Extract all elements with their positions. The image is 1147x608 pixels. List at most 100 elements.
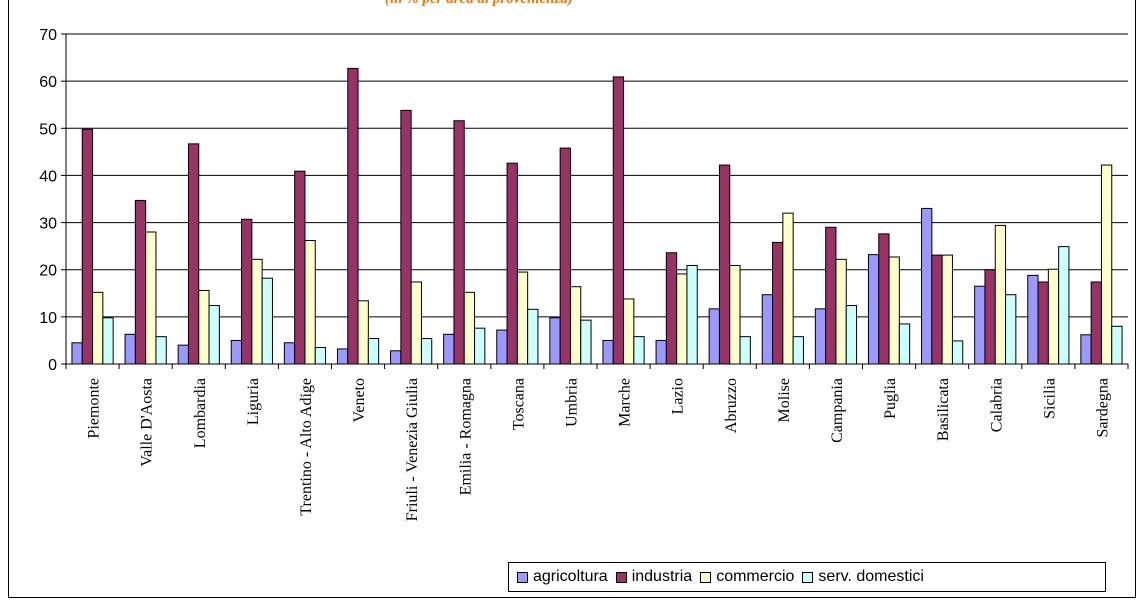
bar-commercio — [729, 264, 741, 365]
bar-industria — [559, 147, 571, 365]
bar-industria — [294, 170, 306, 365]
bar-commercio — [676, 273, 688, 365]
y-tick-label: 60 — [39, 74, 57, 91]
chart-frame — [8, 0, 1136, 598]
bars — [71, 67, 1123, 365]
y-tick-label: 10 — [39, 310, 57, 327]
bar-agricoltura — [443, 333, 455, 365]
bar-serv-domestici — [1111, 325, 1123, 365]
bar-industria — [984, 269, 996, 365]
bar-agricoltura — [71, 342, 83, 365]
legend: agricoltura industria commercio serv. domes… — [508, 562, 1106, 592]
x-tick-label: Marche — [617, 378, 634, 427]
bar-commercio — [145, 231, 157, 365]
bar-commercio — [304, 239, 316, 365]
bar-industria — [400, 109, 412, 365]
y-tick-label: 30 — [39, 216, 57, 233]
bar-serv-domestici — [1005, 294, 1017, 365]
x-tick-label: Basilicata — [935, 378, 952, 441]
bar-commercio — [463, 291, 476, 365]
legend-label: serv. domestici — [818, 568, 924, 585]
x-tick-label: Campania — [829, 378, 846, 443]
bar-commercio — [994, 224, 1007, 365]
bar-serv-domestici — [155, 336, 167, 365]
bar-commercio — [569, 286, 582, 365]
bar-serv-domestici — [261, 277, 273, 365]
bar-serv-domestici — [898, 323, 911, 365]
bar-serv-domestici — [1058, 246, 1070, 365]
x-tick-label: Sardegna — [1094, 378, 1111, 438]
legend-item: industria — [615, 568, 693, 586]
bar-serv-domestici — [739, 336, 751, 365]
bar-industria — [81, 128, 94, 365]
bar-industria — [506, 162, 518, 365]
x-tick-label: Lombardia — [192, 378, 209, 448]
bar-commercio — [357, 300, 369, 365]
bar-commercio — [941, 254, 953, 365]
bar-serv-domestici — [580, 319, 592, 365]
bar-serv-domestici — [845, 305, 858, 365]
y-tick-labels: 0 10 20 30 40 50 60 70 — [39, 27, 57, 374]
bar-agricoltura — [761, 294, 774, 365]
bar-commercio — [782, 212, 794, 365]
bar-serv-domestici — [208, 305, 220, 365]
bar-agricoltura — [814, 308, 827, 365]
bar-agricoltura — [1027, 274, 1039, 365]
bar-industria — [665, 252, 678, 365]
bar-agricoltura — [177, 344, 189, 365]
bar-industria — [718, 164, 731, 365]
bar-serv-domestici — [633, 336, 645, 365]
x-tick-label: Emilia - Romagna — [457, 378, 474, 495]
bar-agricoltura — [655, 339, 667, 365]
bar-serv-domestici — [951, 340, 964, 365]
bar-industria — [825, 226, 837, 365]
bar-commercio — [410, 281, 422, 365]
x-tick-label: Toscana — [510, 378, 527, 430]
bar-serv-domestici — [686, 264, 698, 365]
legend-swatch — [802, 571, 814, 583]
x-tick-label: Calabria — [988, 378, 1005, 432]
legend-item: commercio — [700, 568, 794, 586]
bar-industria — [1037, 281, 1049, 365]
bar-agricoltura — [390, 350, 402, 365]
gridlines — [66, 33, 1128, 318]
y-tick-label: 0 — [48, 357, 57, 374]
bar-commercio — [92, 291, 104, 365]
x-tick-labels: Piemonte Valle D'Aosta Lombardia Liguria Tre… — [86, 378, 1112, 521]
bar-serv-domestici — [792, 336, 804, 365]
chart-title: (in % per area di provenienza) — [385, 0, 573, 8]
bar-industria — [878, 233, 890, 365]
x-tick-label: Lazio — [670, 378, 687, 414]
bar-agricoltura — [867, 254, 880, 365]
bar-commercio — [516, 271, 529, 365]
legend-item: agricoltura — [517, 568, 608, 586]
y-tick-label: 20 — [39, 263, 57, 280]
bar-industria — [134, 199, 147, 365]
bar-industria — [931, 254, 943, 365]
y-tick-label: 70 — [39, 27, 57, 44]
bar-commercio — [251, 258, 263, 365]
legend-label: industria — [631, 568, 693, 585]
bar-industria — [347, 67, 359, 365]
bar-agricoltura — [549, 317, 561, 365]
bar-agricoltura — [974, 285, 986, 365]
y-tick-label: 50 — [39, 121, 57, 138]
x-tick-label: Piemonte — [86, 378, 103, 438]
x-tick-label: Trentino - Alto Adige — [298, 378, 315, 516]
bar-industria — [1090, 281, 1102, 365]
bar-agricoltura — [602, 339, 614, 365]
legend-label: agricoltura — [533, 568, 608, 585]
y-tick-label: 40 — [39, 168, 57, 185]
x-tick-label: Liguria — [245, 378, 262, 425]
bar-serv-domestici — [474, 327, 486, 365]
bar-commercio — [1047, 268, 1060, 365]
bar-commercio — [835, 258, 847, 365]
bar-serv-domestici — [420, 338, 433, 365]
bar-commercio — [623, 298, 635, 365]
x-tick-label: Veneto — [351, 378, 368, 422]
bar-serv-domestici — [102, 317, 114, 365]
bar-commercio — [198, 289, 210, 365]
x-tick-label: Valle D'Aosta — [139, 378, 156, 467]
bar-agricoltura — [124, 333, 136, 365]
bar-agricoltura — [496, 329, 508, 365]
